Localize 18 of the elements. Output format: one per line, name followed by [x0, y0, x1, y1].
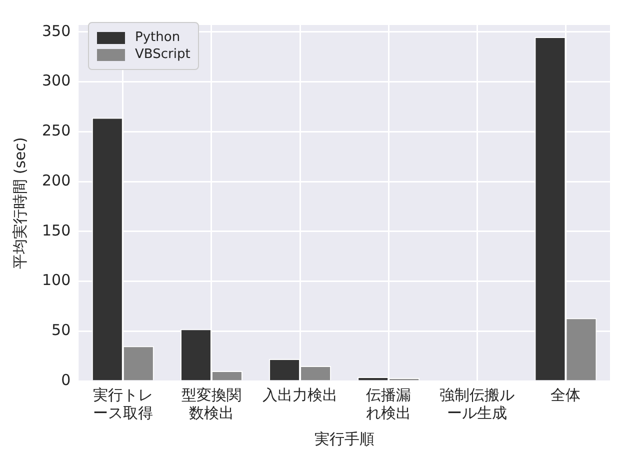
- x-tick-label: 型変換関数検出: [181, 386, 242, 422]
- y-tick-label: 300: [42, 72, 71, 90]
- y-tick-label: 250: [42, 122, 71, 140]
- y-tick-label: 200: [42, 171, 71, 190]
- y-tick-label: 100: [42, 271, 71, 290]
- y-tick-label: 0: [61, 370, 71, 389]
- x-axis-title: 実行手順: [314, 430, 374, 448]
- legend-label: VBScript: [135, 47, 190, 62]
- y-axis-title: 平均実行時間 (sec): [10, 137, 29, 269]
- x-tick-label: 伝播漏れ検出: [366, 386, 412, 422]
- x-tick-label: 強制伝搬ルール生成: [440, 386, 515, 422]
- x-tick-label: 全体: [550, 386, 581, 404]
- x-tick-label: 実行トレース取得: [92, 386, 153, 422]
- x-tick-label: 入出力検出: [262, 386, 338, 404]
- legend-label: Python: [135, 30, 180, 45]
- y-tick-label: 50: [52, 321, 71, 340]
- y-tick-label: 350: [42, 22, 71, 40]
- y-tick-label: 150: [42, 221, 71, 240]
